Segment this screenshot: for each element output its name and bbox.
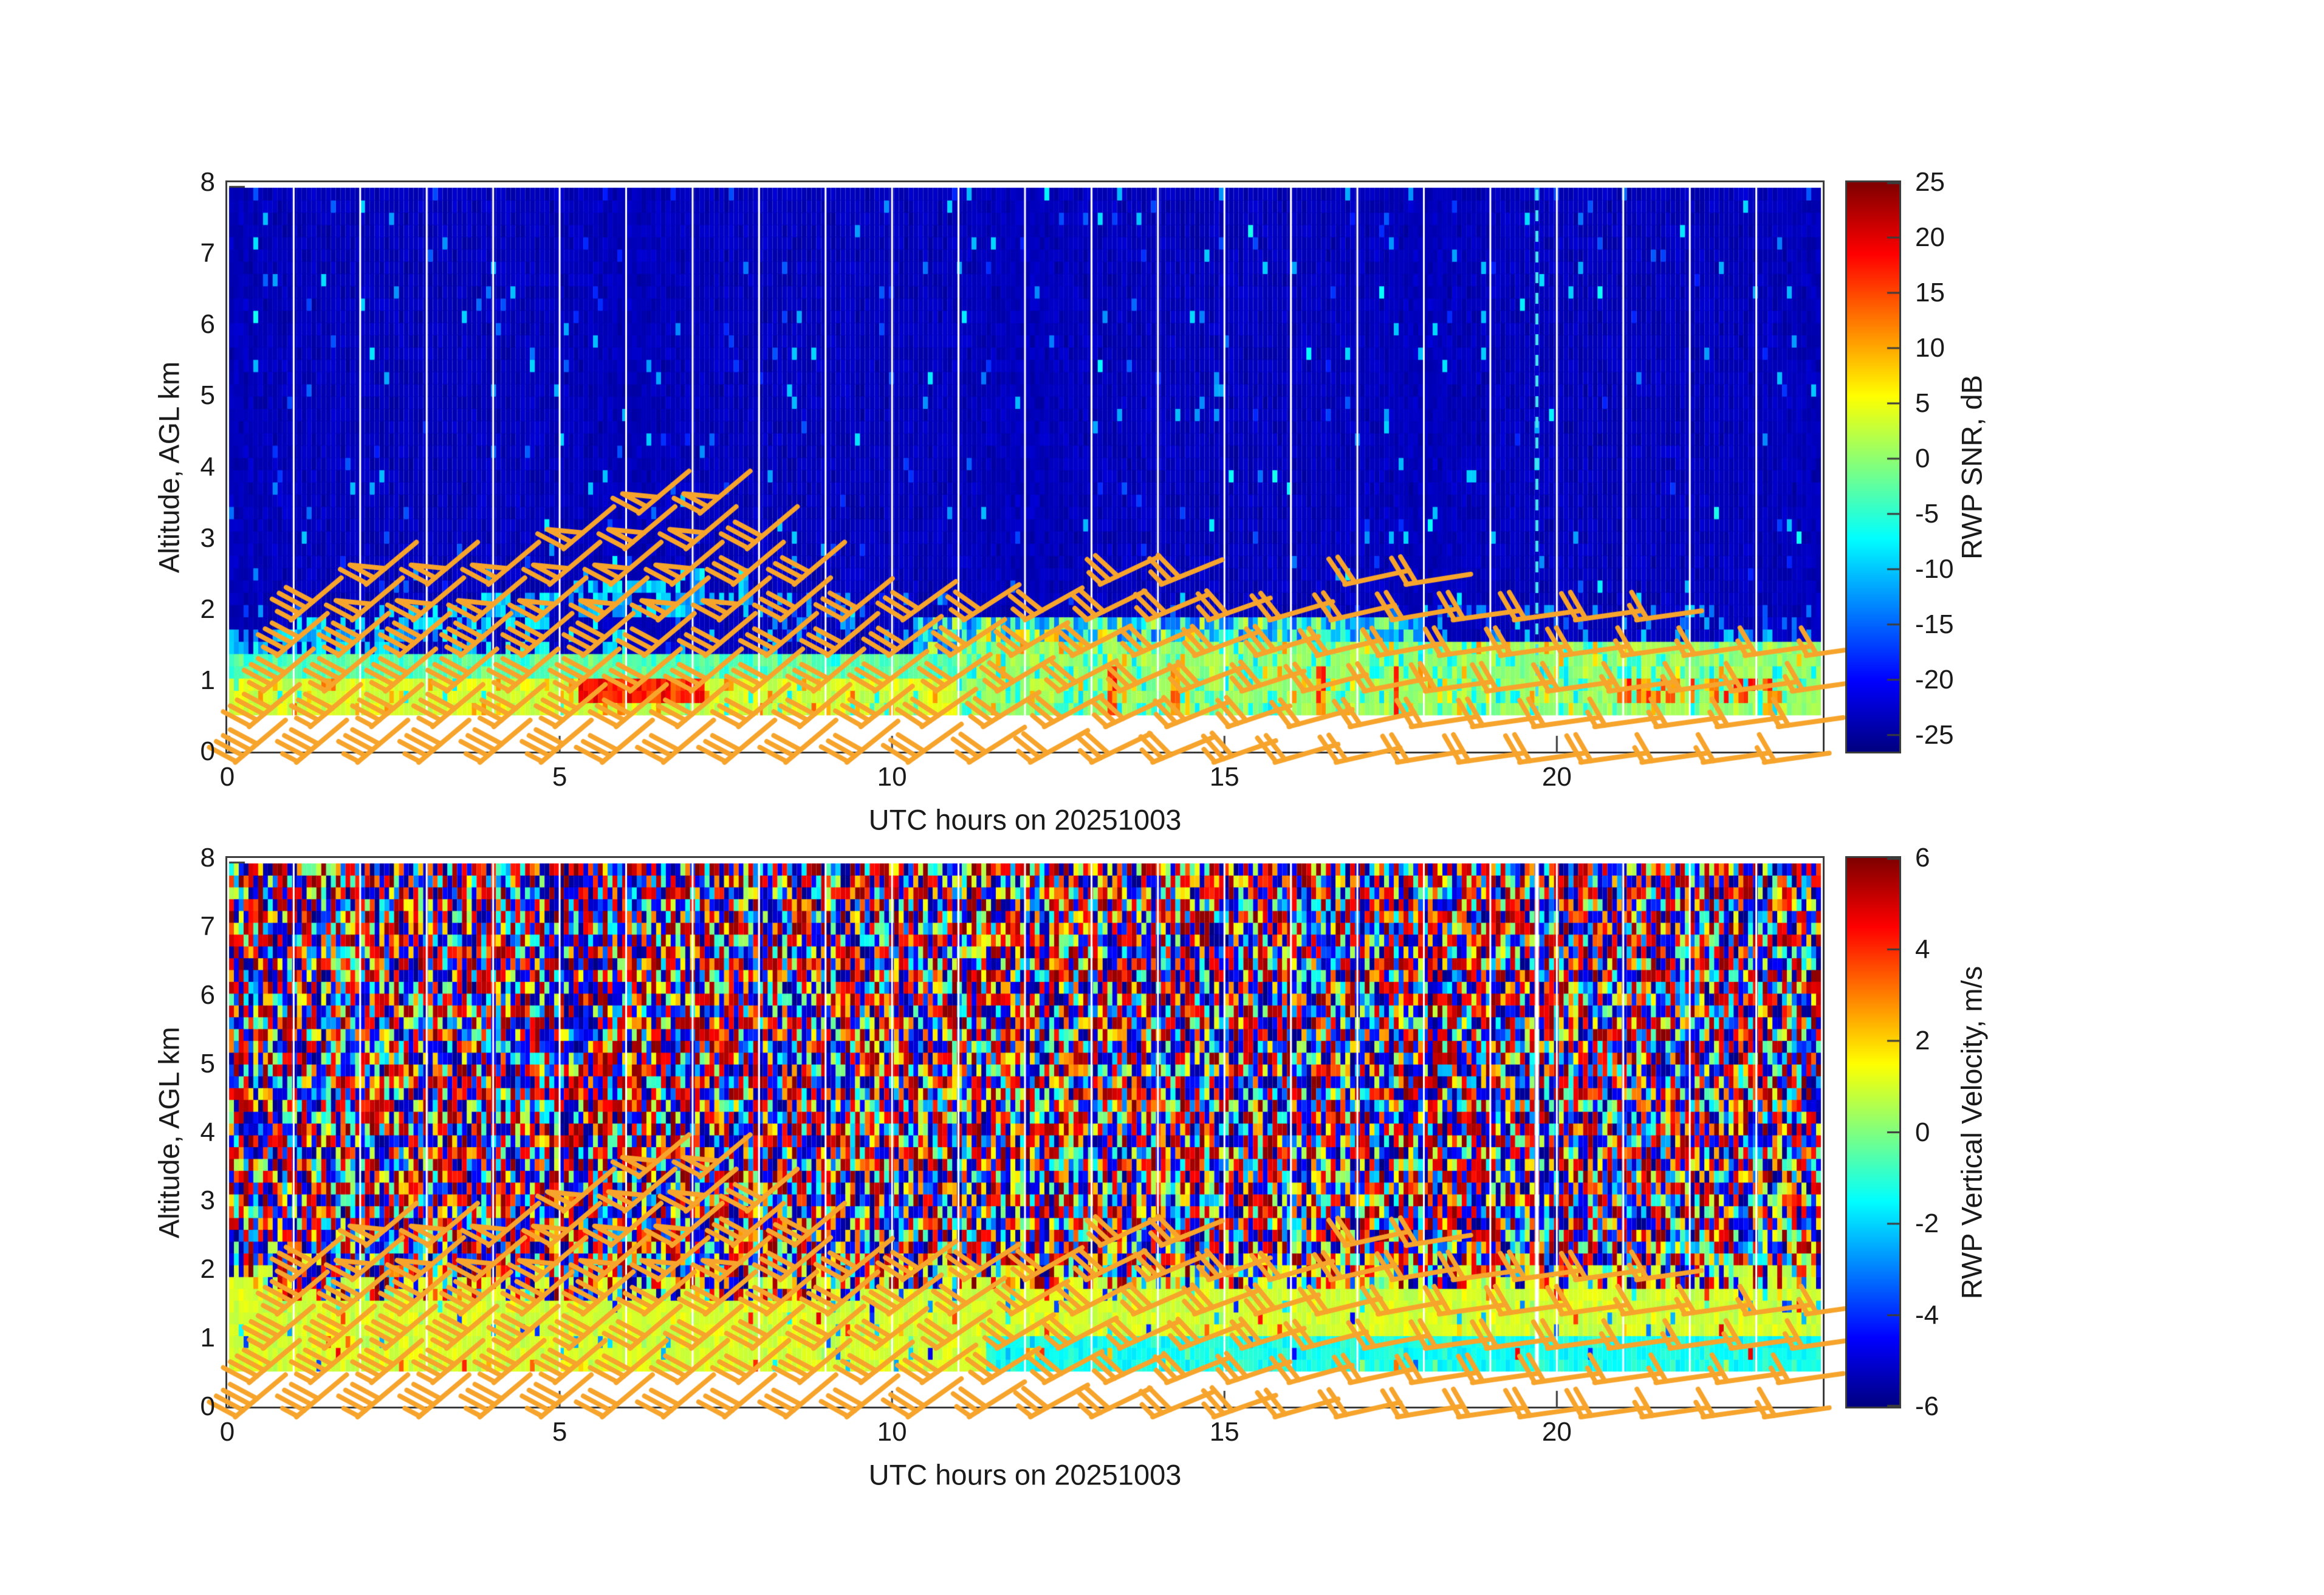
y-tick-label: 5 [200, 1048, 215, 1079]
snr-colorbar-canvas [1847, 182, 1899, 752]
velocity-colorbar-label: RWP Vertical Velocity, m/s [1955, 966, 1988, 1299]
colorbar-tick-label: -25 [1915, 719, 1954, 750]
x-tick-label: 5 [552, 1417, 567, 1447]
velocity-x-axis-label: UTC hours on 20251003 [868, 1458, 1182, 1491]
y-tick-label: 5 [200, 380, 215, 411]
y-tick-label: 4 [200, 451, 215, 482]
colorbar-tick-label: -10 [1915, 554, 1954, 584]
colorbar-tick-label: 10 [1915, 332, 1945, 363]
colorbar-tick-label: 0 [1915, 1117, 1930, 1147]
y-tick-label: 2 [200, 1254, 215, 1285]
snr-colorbar-label: RWP SNR, dB [1955, 374, 1988, 560]
colorbar-tick-label: -20 [1915, 664, 1954, 695]
x-tick-label: 0 [219, 1417, 235, 1447]
x-tick-label: 0 [219, 762, 235, 792]
y-tick-label: 2 [200, 594, 215, 624]
colorbar-tick-label: -15 [1915, 609, 1954, 639]
snr-y-axis-label: Altitude, AGL km [153, 361, 185, 573]
y-tick-label: 8 [200, 167, 215, 197]
x-tick-label: 15 [1209, 1417, 1239, 1447]
velocity-colorbar-canvas [1847, 858, 1899, 1407]
x-tick-label: 5 [552, 762, 567, 792]
x-tick-label: 20 [1541, 762, 1572, 792]
colorbar-tick-label: -4 [1915, 1300, 1939, 1330]
colorbar-tick-label: 6 [1915, 843, 1930, 873]
x-tick-label: 10 [877, 1417, 907, 1447]
colorbar-tick-label: 2 [1915, 1026, 1930, 1055]
y-tick-label: 4 [200, 1117, 215, 1147]
x-tick-label: 20 [1541, 1417, 1572, 1447]
y-tick-label: 8 [200, 843, 215, 873]
y-tick-label: 3 [200, 1185, 215, 1216]
y-tick-label: 6 [200, 979, 215, 1010]
y-tick-label: 6 [200, 309, 215, 340]
colorbar-tick-label: 0 [1915, 443, 1930, 473]
y-tick-label: 7 [200, 238, 215, 269]
y-tick-label: 7 [200, 911, 215, 941]
colorbar-tick-label: 5 [1915, 388, 1930, 418]
colorbar-tick-label: -2 [1915, 1209, 1939, 1238]
colorbar-tick-label: 20 [1915, 222, 1945, 252]
y-tick-label: 0 [200, 1391, 215, 1421]
colorbar-tick-label: 4 [1915, 934, 1930, 964]
y-tick-label: 0 [200, 736, 215, 766]
y-tick-label: 3 [200, 523, 215, 553]
colorbar-tick-label: -6 [1915, 1391, 1939, 1421]
y-tick-label: 1 [200, 665, 215, 695]
snr-wind-barbs-canvas [166, 146, 1890, 867]
velocity-y-axis-label: Altitude, AGL km [153, 1026, 185, 1238]
x-tick-label: 10 [877, 762, 907, 792]
y-tick-label: 1 [200, 1323, 215, 1353]
colorbar-tick-label: 15 [1915, 277, 1945, 307]
x-tick-label: 15 [1209, 762, 1239, 792]
colorbar-tick-label: -5 [1915, 498, 1939, 529]
velocity-wind-barbs-canvas [166, 822, 1890, 1522]
colorbar-tick-label: 25 [1915, 167, 1945, 197]
